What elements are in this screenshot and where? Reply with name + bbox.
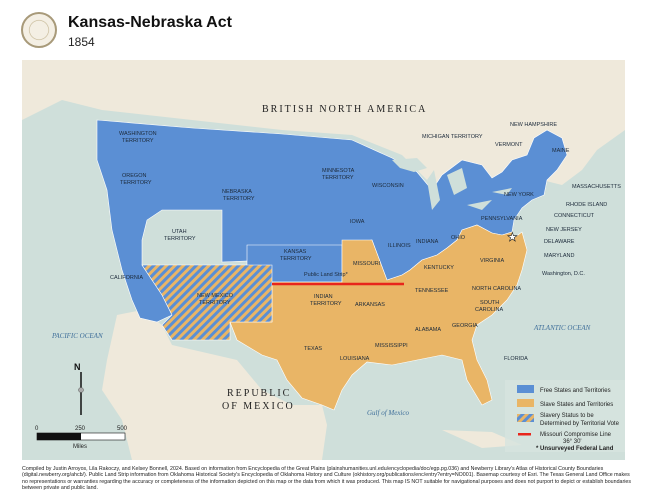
- label-arkansas: ARKANSAS: [355, 302, 385, 308]
- label-nebraska: NEBRASKA: [222, 189, 252, 195]
- label-pacific-ocean: PACIFIC OCEAN: [51, 332, 103, 340]
- scale-tick-0: 0: [35, 426, 39, 432]
- mexico-land: [102, 310, 327, 460]
- label-kansas: KANSAS: [284, 249, 307, 255]
- label-louisiana: LOUISIANA: [340, 356, 370, 362]
- label-virginia: VIRGINIA: [480, 258, 504, 264]
- label-delaware: DELAWARE: [544, 239, 575, 245]
- label-pennsylvania: PENNSYLVANIA: [481, 216, 523, 222]
- label-new-mexico-2: TERRITORY: [199, 300, 231, 306]
- north-arrow-icon: N: [74, 362, 84, 415]
- scale-tick-250: 250: [75, 426, 86, 432]
- label-texas: TEXAS: [304, 346, 322, 352]
- label-republic: REPUBLIC: [227, 388, 291, 399]
- header: Kansas-Nebraska Act 1854: [0, 0, 647, 58]
- slave-states-region: [229, 224, 528, 411]
- label-maryland: MARYLAND: [544, 253, 574, 259]
- label-illinois: ILLINOIS: [388, 243, 411, 249]
- label-nebraska-2: TERRITORY: [223, 196, 255, 202]
- label-minnesota: MINNESOTA: [322, 168, 355, 174]
- label-atlantic-ocean: ATLANTIC OCEAN: [533, 324, 591, 332]
- label-oregon-2: TERRITORY: [120, 180, 152, 186]
- state-labels: WASHINGTON TERRITORY OREGON TERRITORY NE…: [110, 122, 621, 362]
- legend-label-line: Missouri Compromise Line: [540, 432, 612, 438]
- label-oregon: OREGON: [122, 173, 146, 179]
- label-michigan-territory: MICHIGAN TERRITORY: [422, 134, 483, 140]
- legend-label-slave: Slave States and Territories: [540, 402, 613, 408]
- label-iowa: IOWA: [350, 219, 365, 225]
- legend-label-line-2: 36° 30': [563, 439, 582, 445]
- capital-star-icon: ★: [507, 230, 518, 244]
- label-minnesota-2: TERRITORY: [322, 175, 354, 181]
- label-new-york: NEW YORK: [504, 192, 534, 198]
- label-public-land-strip: Public Land Strip*: [304, 272, 349, 278]
- new-mexico-territory: [141, 264, 273, 341]
- legend-label-vote-2: Determined by Territorial Vote: [540, 421, 620, 427]
- label-massachusetts: MASSACHUSETTS: [572, 184, 621, 190]
- label-indian: INDIAN: [314, 294, 333, 300]
- label-new-hampshire: NEW HAMPSHIRE: [510, 122, 557, 128]
- legend-swatch-free: [517, 385, 534, 393]
- scale-bar: 0 250 500 Miles: [35, 426, 128, 450]
- cuba-land: [442, 430, 522, 448]
- page-title: Kansas-Nebraska Act: [68, 14, 232, 31]
- legend-swatch-vote: [517, 414, 534, 422]
- label-british-north-america: BRITISH NORTH AMERICA: [262, 104, 427, 115]
- label-kentucky: KENTUCKY: [424, 265, 454, 271]
- legend-swatch-line: [518, 433, 531, 436]
- label-florida: FLORIDA: [504, 356, 528, 362]
- legend-label-free: Free States and Territories: [540, 388, 611, 394]
- label-connecticut: CONNECTICUT: [554, 213, 595, 219]
- label-new-jersey: NEW JERSEY: [546, 227, 582, 233]
- footer-credits: Compiled by Justin Arroyos, Lila Rakoczy…: [22, 466, 631, 491]
- legend-swatch-slave: [517, 399, 534, 407]
- page-subtitle: 1854: [68, 35, 95, 49]
- legend-label-vote: Slavery Status to be: [540, 413, 594, 419]
- label-washington-2: TERRITORY: [122, 138, 154, 144]
- label-south-carolina-2: CAROLINA: [475, 307, 503, 313]
- legend-footnote: * Unsurveyed Federal Land: [536, 446, 614, 452]
- map: ★ BRITISH NORTH AMERICA REPUBLIC OF MEXI…: [22, 60, 625, 460]
- label-washington: WASHINGTON: [119, 131, 157, 137]
- label-alabama: ALABAMA: [415, 327, 441, 333]
- label-south-carolina: SOUTH: [480, 300, 499, 306]
- label-wisconsin: WISCONSIN: [372, 183, 404, 189]
- label-new-mexico: NEW MEXICO: [197, 293, 234, 299]
- great-lakes: [392, 158, 512, 210]
- scale-unit: Miles: [73, 444, 87, 450]
- label-gulf-of-mexico: Gulf of Mexico: [367, 409, 409, 417]
- label-georgia: GEORGIA: [452, 323, 478, 329]
- label-tennessee: TENNESSEE: [415, 288, 449, 294]
- legend: Free States and Territories Slave States…: [505, 380, 625, 452]
- north-label: N: [74, 362, 81, 372]
- label-missouri: MISSOURI: [353, 261, 381, 267]
- label-indiana: INDIANA: [416, 239, 439, 245]
- label-kansas-2: TERRITORY: [280, 256, 312, 262]
- label-utah: UTAH: [172, 229, 187, 235]
- label-vermont: VERMONT: [495, 142, 523, 148]
- scale-tick-500: 500: [117, 426, 128, 432]
- label-north-carolina: NORTH CAROLINA: [472, 286, 521, 292]
- label-ohio: OHIO: [451, 235, 466, 241]
- label-california: CALIFORNIA: [110, 275, 143, 281]
- label-mississippi: MISSISSIPPI: [375, 343, 408, 349]
- label-maine: MAINE: [552, 148, 570, 154]
- label-rhode-island: RHODE ISLAND: [566, 202, 607, 208]
- label-utah-2: TERRITORY: [164, 236, 196, 242]
- state-seal-icon: [21, 12, 57, 48]
- label-indian-2: TERRITORY: [310, 301, 342, 307]
- label-of-mexico: OF MEXICO: [222, 401, 295, 412]
- label-washington-dc: Washington, D.C.: [542, 271, 585, 277]
